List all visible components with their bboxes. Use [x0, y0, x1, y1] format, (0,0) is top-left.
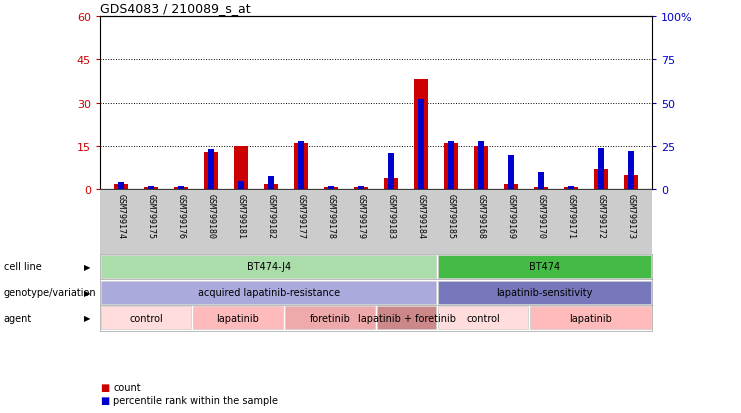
Bar — [448, 141, 453, 190]
Bar — [101, 255, 436, 278]
Bar — [101, 281, 436, 304]
Text: lapatinib-sensitivity: lapatinib-sensitivity — [496, 287, 593, 297]
Bar — [385, 178, 398, 190]
Text: BT474-J4: BT474-J4 — [247, 262, 290, 272]
Bar — [445, 144, 458, 190]
Text: GSM799172: GSM799172 — [597, 193, 605, 238]
Bar — [439, 255, 651, 278]
Bar — [179, 187, 184, 190]
Bar — [359, 187, 364, 190]
Bar — [531, 306, 651, 330]
Bar — [568, 187, 574, 190]
Text: GSM799181: GSM799181 — [236, 193, 245, 238]
Bar — [234, 147, 247, 190]
Text: ▶: ▶ — [84, 288, 90, 297]
Bar — [474, 147, 488, 190]
Text: GSM799176: GSM799176 — [176, 193, 185, 238]
Bar — [594, 170, 608, 190]
Text: ■: ■ — [100, 395, 109, 405]
Bar — [208, 150, 213, 190]
Text: ▶: ▶ — [84, 313, 90, 323]
Bar — [193, 306, 283, 330]
Text: GSM799179: GSM799179 — [356, 193, 365, 238]
Bar — [205, 152, 218, 190]
Text: genotype/variation: genotype/variation — [4, 287, 96, 297]
Bar — [505, 184, 518, 190]
Text: GSM799177: GSM799177 — [296, 193, 305, 238]
Text: GSM799178: GSM799178 — [327, 193, 336, 238]
Text: GDS4083 / 210089_s_at: GDS4083 / 210089_s_at — [100, 2, 250, 15]
Bar — [325, 187, 338, 190]
Bar — [285, 306, 375, 330]
Bar — [328, 187, 333, 190]
Bar — [508, 155, 514, 190]
Bar — [479, 141, 484, 190]
Bar — [144, 187, 158, 190]
Text: GSM799168: GSM799168 — [476, 193, 485, 238]
Bar — [419, 100, 424, 190]
Text: lapatinib: lapatinib — [216, 313, 259, 323]
Text: GSM799182: GSM799182 — [267, 193, 276, 238]
Text: GSM799184: GSM799184 — [416, 193, 425, 238]
Bar — [439, 281, 651, 304]
Bar — [294, 144, 308, 190]
Bar — [174, 187, 187, 190]
Bar — [625, 176, 638, 190]
Bar — [265, 184, 278, 190]
Bar — [299, 141, 304, 190]
Text: GSM799183: GSM799183 — [387, 193, 396, 238]
Text: cell line: cell line — [4, 262, 41, 272]
Text: control: control — [467, 313, 500, 323]
Text: GSM799174: GSM799174 — [116, 193, 125, 238]
Bar — [599, 148, 604, 190]
Text: acquired lapatinib-resistance: acquired lapatinib-resistance — [198, 287, 340, 297]
Bar — [239, 181, 244, 190]
Text: percentile rank within the sample: percentile rank within the sample — [113, 395, 279, 405]
Text: GSM799169: GSM799169 — [507, 193, 516, 238]
Bar — [114, 184, 127, 190]
Text: GSM799175: GSM799175 — [147, 193, 156, 238]
Text: GSM799173: GSM799173 — [627, 193, 636, 238]
Text: agent: agent — [4, 313, 32, 323]
Bar — [439, 306, 528, 330]
Bar — [148, 187, 153, 190]
Text: lapatinib + foretinib: lapatinib + foretinib — [358, 313, 456, 323]
Text: ■: ■ — [100, 382, 109, 392]
Bar — [539, 173, 544, 190]
Bar — [268, 176, 273, 190]
Text: GSM799170: GSM799170 — [536, 193, 545, 238]
Bar — [628, 152, 634, 190]
Bar — [414, 80, 428, 190]
Text: GSM799185: GSM799185 — [447, 193, 456, 238]
Bar — [101, 306, 191, 330]
Text: ▶: ▶ — [84, 262, 90, 271]
Text: control: control — [129, 313, 163, 323]
Bar — [119, 183, 124, 190]
Text: GSM799171: GSM799171 — [567, 193, 576, 238]
Bar — [388, 154, 393, 190]
Bar — [377, 306, 436, 330]
Text: foretinib: foretinib — [310, 313, 350, 323]
Text: count: count — [113, 382, 141, 392]
Bar — [534, 187, 548, 190]
Bar — [354, 187, 368, 190]
Bar — [565, 187, 578, 190]
Text: GSM799180: GSM799180 — [207, 193, 216, 238]
Text: lapatinib: lapatinib — [569, 313, 612, 323]
Text: BT474: BT474 — [529, 262, 560, 272]
